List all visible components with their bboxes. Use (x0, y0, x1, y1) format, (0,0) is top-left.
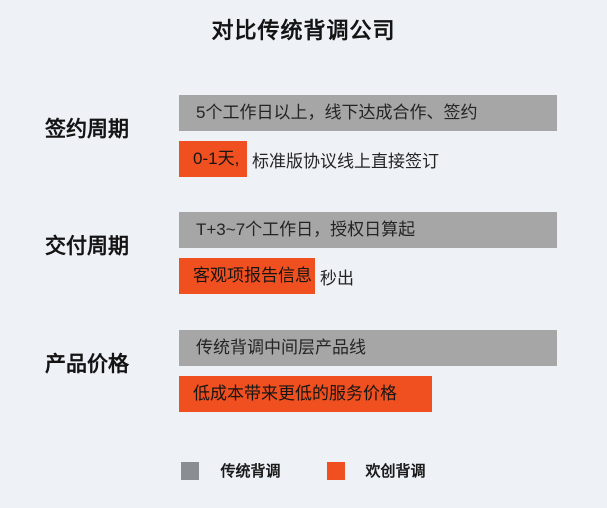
row-label: 产品价格 (45, 353, 129, 376)
row-bars: T+3~7个工作日，授权日算起 客观项报告信息 秒出 (179, 212, 557, 294)
legend-item-traditional: 传统背调 (181, 460, 281, 481)
huanchuang-line: 客观项报告信息 秒出 (179, 258, 557, 294)
row-label: 签约周期 (45, 118, 129, 141)
row-signing-cycle: 签约周期 5个工作日以上，线下达成合作、签约 0-1天, 标准版协议线上直接签订 (0, 95, 607, 177)
huanchuang-rest-text: 秒出 (320, 268, 354, 288)
legend-swatch-huanchuang (326, 461, 345, 480)
huanchuang-highlight: 客观项报告信息 (179, 258, 315, 294)
legend-label-traditional: 传统背调 (220, 463, 281, 480)
huanchuang-rest-text: 标准版协议线上直接签订 (252, 151, 439, 171)
legend: 传统背调 欢创背调 (0, 460, 607, 481)
traditional-bar: T+3~7个工作日，授权日算起 (179, 212, 557, 248)
huanchuang-line: 低成本带来更低的服务价格 (179, 376, 557, 412)
chart-title: 对比传统背调公司 (211, 18, 396, 43)
huanchuang-highlight: 0-1天, (179, 141, 247, 177)
huanchuang-highlight: 低成本带来更低的服务价格 (179, 376, 432, 412)
legend-label-huanchuang: 欢创背调 (365, 463, 426, 480)
row-bars: 5个工作日以上，线下达成合作、签约 0-1天, 标准版协议线上直接签订 (179, 95, 557, 177)
row-product-price: 产品价格 传统背调中间层产品线 低成本带来更低的服务价格 (0, 330, 607, 412)
row-delivery-cycle: 交付周期 T+3~7个工作日，授权日算起 客观项报告信息 秒出 (0, 212, 607, 294)
traditional-bar: 传统背调中间层产品线 (179, 330, 557, 366)
traditional-bar: 5个工作日以上，线下达成合作、签约 (179, 95, 557, 131)
legend-item-huanchuang: 欢创背调 (326, 460, 426, 481)
legend-swatch-traditional (181, 461, 200, 480)
row-bars: 传统背调中间层产品线 低成本带来更低的服务价格 (179, 330, 557, 412)
huanchuang-line: 0-1天, 标准版协议线上直接签订 (179, 141, 557, 177)
row-label: 交付周期 (45, 235, 129, 258)
